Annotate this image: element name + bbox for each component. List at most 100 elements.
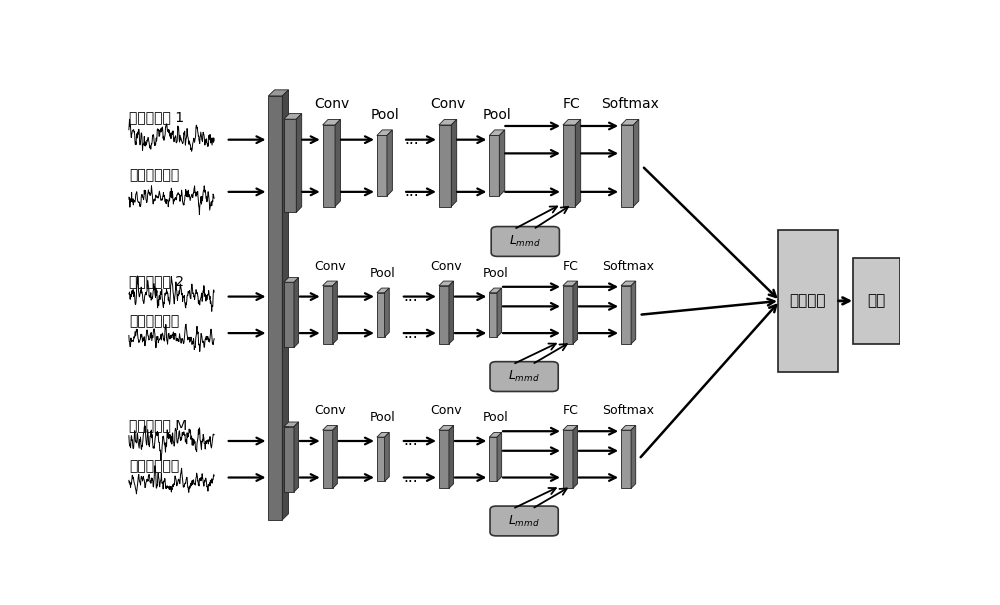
Text: $L_{mmd}$: $L_{mmd}$ [508, 514, 540, 529]
FancyBboxPatch shape [490, 506, 558, 536]
Text: Softmax: Softmax [601, 97, 659, 111]
Polygon shape [294, 278, 299, 347]
Polygon shape [439, 430, 449, 488]
Polygon shape [323, 430, 333, 488]
Text: Pool: Pool [370, 108, 399, 122]
Polygon shape [497, 288, 502, 337]
Polygon shape [335, 119, 340, 206]
Polygon shape [621, 125, 633, 206]
Polygon shape [621, 119, 639, 125]
Polygon shape [377, 136, 387, 196]
Polygon shape [451, 119, 457, 206]
Polygon shape [499, 130, 505, 196]
FancyBboxPatch shape [853, 258, 900, 344]
Polygon shape [333, 425, 337, 488]
Polygon shape [284, 427, 294, 492]
Polygon shape [323, 125, 335, 206]
Polygon shape [377, 130, 392, 136]
Text: 输出: 输出 [867, 293, 885, 309]
Polygon shape [563, 281, 578, 286]
Text: ...: ... [404, 325, 418, 341]
Polygon shape [489, 136, 499, 196]
Text: 目标域传感器: 目标域传感器 [129, 315, 179, 329]
Polygon shape [439, 125, 451, 206]
Polygon shape [377, 437, 385, 482]
Text: 目标域传感器: 目标域传感器 [129, 168, 179, 182]
Polygon shape [563, 286, 573, 344]
Polygon shape [575, 119, 581, 206]
Text: FC: FC [562, 404, 578, 417]
Polygon shape [439, 281, 454, 286]
Text: Conv: Conv [314, 404, 346, 417]
Polygon shape [282, 90, 289, 520]
Polygon shape [563, 430, 573, 488]
Text: Pool: Pool [370, 411, 396, 424]
Text: 源域传感器 2: 源域传感器 2 [129, 274, 184, 288]
Polygon shape [633, 119, 639, 206]
Text: Conv: Conv [430, 404, 462, 417]
Polygon shape [621, 286, 631, 344]
Polygon shape [621, 281, 636, 286]
Text: FC: FC [562, 260, 578, 273]
Polygon shape [439, 425, 454, 430]
Polygon shape [284, 114, 302, 119]
Text: Conv: Conv [430, 260, 462, 273]
Polygon shape [621, 430, 631, 488]
Polygon shape [377, 293, 385, 337]
FancyBboxPatch shape [778, 229, 838, 372]
Text: Pool: Pool [483, 411, 508, 424]
Polygon shape [333, 281, 337, 344]
Polygon shape [268, 90, 289, 96]
Polygon shape [323, 119, 340, 125]
Polygon shape [284, 119, 296, 212]
Polygon shape [489, 288, 502, 293]
Text: FC: FC [563, 97, 581, 111]
Text: $L_{mmd}$: $L_{mmd}$ [508, 369, 540, 384]
Text: Pool: Pool [370, 267, 396, 280]
Text: ...: ... [404, 289, 418, 304]
Polygon shape [385, 433, 389, 482]
Text: 源域传感器 M: 源域传感器 M [129, 418, 187, 433]
Text: Pool: Pool [483, 108, 511, 122]
Polygon shape [323, 425, 337, 430]
Polygon shape [323, 286, 333, 344]
Polygon shape [296, 114, 302, 212]
Polygon shape [323, 281, 337, 286]
Text: Conv: Conv [314, 260, 346, 273]
Text: Softmax: Softmax [602, 260, 654, 273]
Text: Conv: Conv [314, 97, 349, 111]
Text: 源域传感器 1: 源域传感器 1 [129, 110, 184, 124]
Polygon shape [563, 425, 578, 430]
Polygon shape [284, 278, 299, 282]
Text: Pool: Pool [483, 267, 508, 280]
Polygon shape [489, 130, 505, 136]
Polygon shape [489, 437, 497, 482]
Polygon shape [439, 119, 457, 125]
Text: $L_{mmd}$: $L_{mmd}$ [509, 234, 541, 249]
Polygon shape [563, 119, 581, 125]
Text: Conv: Conv [430, 97, 465, 111]
Text: 决策融合: 决策融合 [790, 293, 826, 309]
Polygon shape [377, 433, 389, 437]
Polygon shape [631, 281, 636, 344]
Text: ...: ... [404, 470, 418, 485]
Polygon shape [268, 96, 282, 520]
Polygon shape [489, 293, 497, 337]
Polygon shape [621, 425, 636, 430]
Polygon shape [387, 130, 392, 196]
Polygon shape [385, 288, 389, 337]
Polygon shape [563, 125, 575, 206]
Polygon shape [294, 422, 299, 492]
Text: ...: ... [405, 132, 419, 147]
Text: ...: ... [405, 185, 419, 200]
Polygon shape [449, 425, 454, 488]
Polygon shape [631, 425, 636, 488]
Polygon shape [284, 422, 299, 427]
Polygon shape [449, 281, 454, 344]
Polygon shape [489, 433, 502, 437]
Text: 目标域传感器: 目标域传感器 [129, 459, 179, 473]
Polygon shape [573, 425, 578, 488]
FancyBboxPatch shape [490, 362, 558, 391]
FancyBboxPatch shape [491, 226, 559, 257]
Polygon shape [439, 286, 449, 344]
